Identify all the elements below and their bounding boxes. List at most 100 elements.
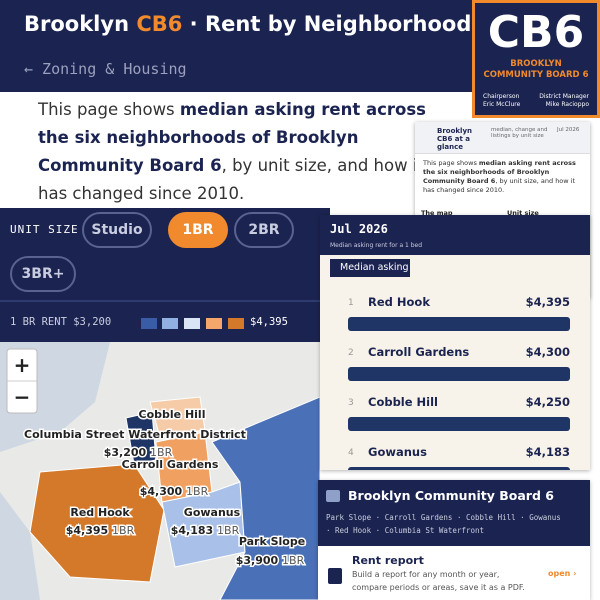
area-rent: $4,395 1BR xyxy=(66,524,135,537)
area-name: Red Hook xyxy=(368,295,430,309)
back-link[interactable]: ← Zoning & Housing xyxy=(24,60,187,78)
glance-title: Brooklyn CB6 at a glance xyxy=(437,127,473,151)
rent: $4,183 xyxy=(525,445,570,459)
swatch xyxy=(141,318,157,329)
rank: 1 xyxy=(348,298,354,308)
role: Chairperson xyxy=(483,93,520,100)
intro-text: This page shows xyxy=(423,159,479,167)
area-rent: $3,900 1BR xyxy=(236,554,305,567)
report-icon xyxy=(328,568,342,584)
board-areas: · Red Hook · Columbia St Waterfront xyxy=(326,526,485,535)
rent: $4,300 xyxy=(525,345,570,359)
district-manager: District Manager Mike Racioppo xyxy=(539,93,589,109)
area-rent: $3,200 1BR xyxy=(104,446,173,459)
board-title: Brooklyn Community Board 6 xyxy=(348,488,554,503)
area-rent: $4,300 1BR xyxy=(140,485,209,498)
unit-button[interactable]: Studio xyxy=(82,212,152,248)
board-areas: Park Slope · Carroll Gardens · Cobble Hi… xyxy=(326,513,561,522)
rent-bar xyxy=(348,367,570,381)
legend: 1 BR RENT $3,200 $4,395 xyxy=(0,300,320,342)
area-label: Gowanus xyxy=(184,506,241,519)
rent: $4,395 xyxy=(66,524,108,537)
logo-mark: CB6 xyxy=(487,7,585,58)
swatch xyxy=(228,318,244,329)
logo-name: COMMUNITY BOARD 6 xyxy=(483,70,589,80)
title-text: Brooklyn xyxy=(24,12,137,36)
unit: 1BR xyxy=(150,446,173,459)
page-title: Brooklyn CB6 · Rent by Neighborhood xyxy=(24,12,471,36)
area-red-hook[interactable] xyxy=(29,463,165,583)
area-columbia-street[interactable] xyxy=(125,411,157,465)
role: District Manager xyxy=(539,93,589,100)
rent: $4,300 xyxy=(140,485,183,498)
person: Eric McClure xyxy=(483,101,521,108)
intro-text: , by unit size, and how it has changed s… xyxy=(423,177,576,194)
rank: 4 xyxy=(348,448,354,458)
rent: $3,200 xyxy=(104,446,147,459)
rent: $4,183 xyxy=(171,524,213,537)
zoom-in[interactable]: + xyxy=(14,353,31,377)
ranking-item: 4 Gowanus $4,183 xyxy=(320,443,590,470)
area-label: Carroll Gardens xyxy=(122,458,219,471)
report-open[interactable]: open › xyxy=(548,569,577,578)
ranking-panel: Jul 2026 Median asking rent for a 1 bed … xyxy=(320,215,590,470)
report-text: compare periods or areas, save it as a P… xyxy=(352,583,525,592)
area-cobble-hill[interactable] xyxy=(149,396,206,438)
rent-bar xyxy=(348,467,570,470)
area-label: Columbia Street Waterfront District xyxy=(24,428,246,441)
unit-size-panel: UNIT SIZE Studio 1BR 2BR 3BR+ xyxy=(0,208,330,300)
report-title: Rent report xyxy=(352,554,424,567)
title-text: · Rent by Neighborhood xyxy=(182,12,472,36)
unit: 1BR xyxy=(112,524,135,537)
area-park-slope[interactable] xyxy=(211,396,320,600)
area-rent: $4,183 1BR xyxy=(171,524,240,537)
unit-button[interactable]: 2BR xyxy=(234,212,294,248)
ranking-header: Jul 2026 Median asking rent for a 1 bed xyxy=(320,215,590,255)
ranking-tab[interactable]: Median asking r xyxy=(330,259,410,277)
water xyxy=(0,492,40,600)
map: + − Cobble Hill Columbia Street Waterfro… xyxy=(0,342,320,600)
unit: 1BR xyxy=(186,485,209,498)
unit-size-label: UNIT SIZE xyxy=(10,223,79,236)
chair: Chairperson Eric McClure xyxy=(483,93,520,109)
title-accent: CB6 xyxy=(136,12,183,36)
rank: 2 xyxy=(348,348,354,358)
intro-text: , by unit size, and how it has changed s… xyxy=(38,156,424,203)
ranking-item: 2 Carroll Gardens $4,300 xyxy=(320,343,590,393)
area-label: Red Hook xyxy=(70,506,130,519)
unit-button[interactable]: 1BR xyxy=(168,212,228,248)
glance-date: Jul 2026 xyxy=(557,127,580,133)
area-name: Cobble Hill xyxy=(368,395,438,409)
legend-max: $4,395 xyxy=(250,316,288,328)
intro-bold: median asking rent across the six neighb… xyxy=(423,159,576,185)
glance-intro: This page shows median asking rent acros… xyxy=(415,154,590,200)
intro: This page shows median asking rent acros… xyxy=(38,96,458,208)
intro-bold: median asking rent across the six neighb… xyxy=(38,100,427,175)
rent: $4,395 xyxy=(525,295,570,309)
glance-header: Brooklyn CB6 at a glance median, change … xyxy=(415,122,590,154)
rent-bar xyxy=(348,317,570,331)
unit: 1BR xyxy=(282,554,305,567)
swatch xyxy=(206,318,222,329)
cell-head: Unit size xyxy=(507,209,539,217)
cell-head: The map xyxy=(421,209,453,217)
ranking-item: 1 Red Hook $4,395 xyxy=(320,293,590,343)
logo: CB6 BROOKLYN COMMUNITY BOARD 6 Chairpers… xyxy=(472,0,600,118)
report-text: Build a report for any month or year, xyxy=(352,570,500,579)
ranking-item: 3 Cobble Hill $4,250 xyxy=(320,393,590,443)
board-header: Brooklyn Community Board 6 Park Slope · … xyxy=(318,480,590,546)
person: Mike Racioppo xyxy=(545,101,589,108)
legend-min: 1 BR RENT $3,200 xyxy=(10,316,111,328)
zoom-out[interactable]: − xyxy=(14,385,31,409)
area-label: Cobble Hill xyxy=(139,408,206,421)
area-name: Gowanus xyxy=(368,445,427,459)
header: Brooklyn CB6 · Rent by Neighborhood ← Zo… xyxy=(0,0,472,92)
area-name: Carroll Gardens xyxy=(368,345,470,359)
unit-button[interactable]: 3BR+ xyxy=(10,256,76,292)
rent: $3,900 xyxy=(236,554,279,567)
rent: $4,250 xyxy=(525,395,570,409)
rank: 3 xyxy=(348,398,354,408)
logo-name: BROOKLYN xyxy=(510,59,562,69)
swatch xyxy=(184,318,200,329)
